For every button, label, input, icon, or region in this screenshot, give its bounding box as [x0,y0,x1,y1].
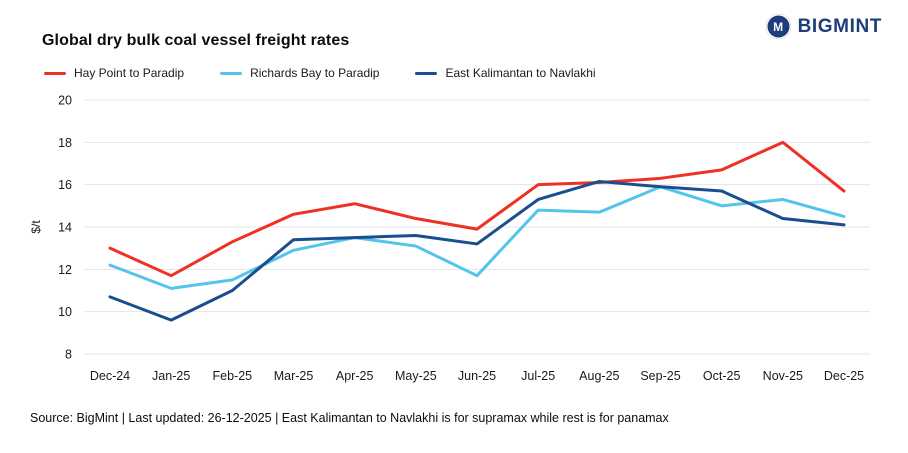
y-tick-label: 20 [58,94,72,108]
y-axis-title: $/t [29,220,43,234]
x-tick-label: Dec-24 [90,369,130,383]
legend-swatch-red [44,71,66,75]
x-tick-label: Jul-25 [521,369,555,383]
x-tick-label: Feb-25 [213,369,253,383]
series-east-kalimantan-to-navlakhi [108,179,846,322]
x-tick-label: Aug-25 [579,369,619,383]
legend-swatch-lightblue [220,71,243,75]
legend-label: East Kalimantan to Navlakhi [445,66,596,80]
chart-title: Global dry bulk coal vessel freight rate… [42,32,350,49]
legend-item-hay-point-to-paradip: Hay Point to Paradip [44,66,184,80]
x-tick-label: Jan-25 [152,369,190,383]
topbar: Global dry bulk coal vessel freight rate… [26,12,882,50]
legend-label: Hay Point to Paradip [74,66,185,80]
legend-swatch-darkblue [415,71,438,75]
legend-label: Richards Bay to Paradip [250,66,380,80]
source-note: Source: BigMint | Last updated: 26-12-20… [30,411,669,425]
x-tick-label: Sep-25 [640,369,680,383]
y-tick-label: 10 [58,305,72,319]
y-tick-label: 12 [58,263,72,277]
x-tick-label: Jun-25 [458,369,496,383]
x-tick-label: Mar-25 [274,369,314,383]
legend: Hay Point to Paradip Richards Bay to Par… [44,66,882,80]
brand-logo-icon: M [765,14,791,39]
series-hay-point-to-paradip [108,140,846,278]
brand-logo: M BIGMINT [765,14,882,39]
x-tick-label: Nov-25 [763,369,803,383]
chart-area: 8 10 12 14 16 18 20 Dec-24 Jan-25 Feb-25 Mar-25 Apr… [26,88,882,403]
x-tick-label: Oct-25 [703,369,741,383]
y-tick-label: 16 [58,178,72,192]
legend-item-east-kalimantan-to-navlakhi: East Kalimantan to Navlakhi [415,66,596,80]
y-tick-label: 14 [58,221,72,235]
line-chart: 8 10 12 14 16 18 20 Dec-24 Jan-25 Feb-25 Mar-25 Apr… [29,94,870,383]
series-richards-bay-to-paradip [108,185,846,290]
x-tick-label: Apr-25 [336,369,374,383]
y-tick-label: 18 [58,136,72,150]
brand-logo-text: BIGMINT [797,15,882,37]
x-tick-label: May-25 [395,369,437,383]
y-tick-label: 8 [65,348,72,362]
legend-item-richards-bay-to-paradip: Richards Bay to Paradip [220,66,379,80]
x-tick-label: Dec-25 [824,369,864,383]
